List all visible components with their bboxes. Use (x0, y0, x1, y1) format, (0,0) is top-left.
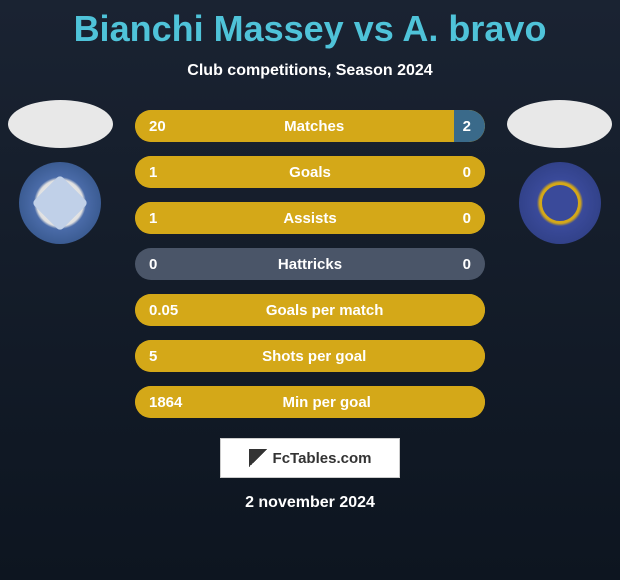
player-photo-left (8, 100, 113, 148)
stat-row: 20 Matches 2 (135, 110, 485, 142)
stat-value-right: 0 (463, 210, 471, 227)
comparison-content: 20 Matches 2 1 Goals 0 1 Assists 0 0 Hattricks 0 0.0… (0, 110, 620, 418)
watermark-icon (249, 449, 267, 467)
stat-row: 1 Goals 0 (135, 156, 485, 188)
stat-row: 0 Hattricks 0 (135, 248, 485, 280)
stat-label: Shots per goal (262, 348, 366, 365)
watermark: FcTables.com (220, 438, 400, 478)
stat-label: Goals (289, 164, 331, 181)
player-photo-right (507, 100, 612, 148)
page-title: Bianchi Massey vs A. bravo (0, 0, 620, 50)
date-label: 2 november 2024 (0, 494, 620, 512)
club-logo-right (519, 162, 601, 244)
stat-value-left: 0 (149, 256, 157, 273)
stat-value-right: 0 (463, 164, 471, 181)
stats-container: 20 Matches 2 1 Goals 0 1 Assists 0 0 Hattricks 0 0.0… (135, 110, 485, 418)
stat-label: Hattricks (278, 256, 342, 273)
subtitle: Club competitions, Season 2024 (0, 62, 620, 80)
stat-label: Assists (283, 210, 336, 227)
stat-label: Matches (284, 118, 344, 135)
stat-value-left: 1 (149, 210, 157, 227)
stat-label: Goals per match (266, 302, 384, 319)
stat-value-right: 0 (463, 256, 471, 273)
stat-value-left: 0.05 (149, 302, 178, 319)
stat-row: 5 Shots per goal (135, 340, 485, 372)
stat-value-left: 1 (149, 164, 157, 181)
stat-value-left: 5 (149, 348, 157, 365)
stat-row: 1 Assists 0 (135, 202, 485, 234)
watermark-text: FcTables.com (273, 450, 372, 467)
stat-value-right: 2 (463, 118, 471, 135)
stat-row: 1864 Min per goal (135, 386, 485, 418)
stat-row: 0.05 Goals per match (135, 294, 485, 326)
club-logo-left (19, 162, 101, 244)
stat-value-left: 1864 (149, 394, 182, 411)
stat-value-left: 20 (149, 118, 166, 135)
stat-label: Min per goal (283, 394, 371, 411)
